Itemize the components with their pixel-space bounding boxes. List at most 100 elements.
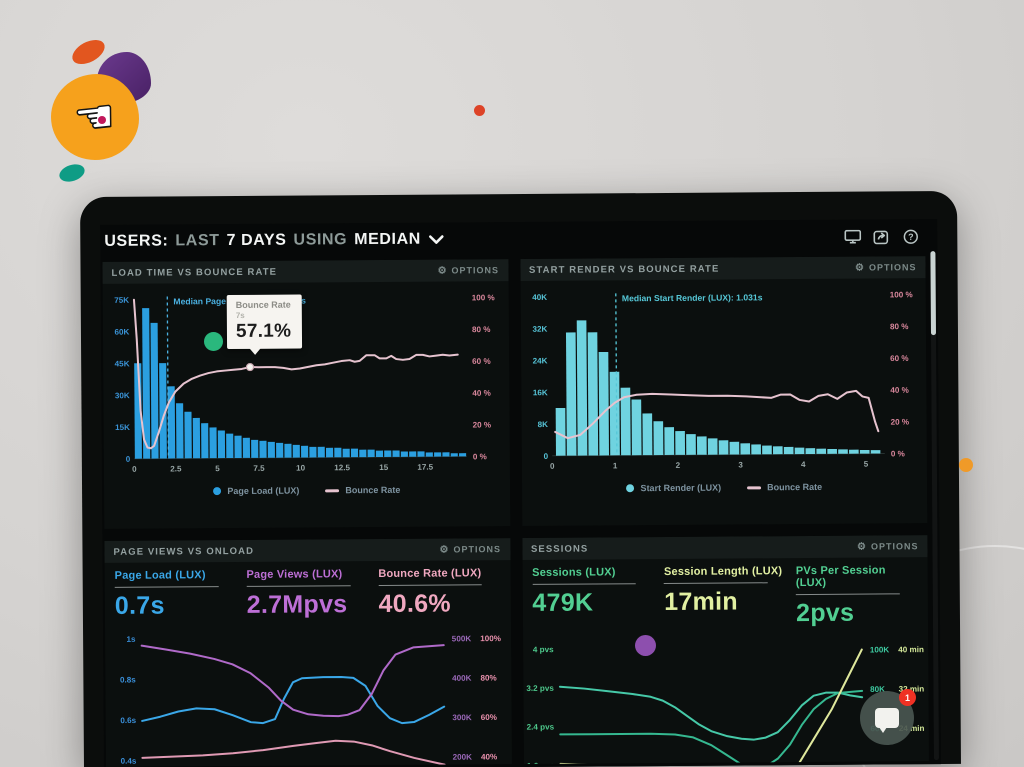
metric-page-load-label: Page Load (LUX): [114, 569, 206, 582]
scrollbar-thumb[interactable]: [930, 251, 936, 336]
dashboard-screen: USERS: LAST 7 DAYS USING MEDIAN: [100, 219, 941, 767]
legend-page-load: Page Load (LUX): [213, 486, 299, 497]
svg-text:3.2 pvs: 3.2 pvs: [526, 684, 554, 693]
svg-text:24K: 24K: [532, 356, 547, 365]
metric-session-length-value: 17min: [664, 587, 739, 616]
legend-bounce-rate-label: Bounce Rate: [767, 481, 823, 493]
svg-text:15: 15: [379, 463, 389, 472]
teal-ellipse-decoration: [57, 161, 87, 185]
svg-text:3: 3: [738, 460, 743, 469]
legend-bounce-rate: Bounce Rate: [325, 485, 400, 496]
metric-page-views-value: 2.7Mpvs: [246, 590, 348, 619]
chevron-down-icon: [428, 235, 444, 244]
svg-text:4: 4: [800, 460, 805, 469]
page-views-metrics: Page Load (LUX) 0.7s Page Views (LUX) 2.…: [105, 560, 511, 625]
svg-text:1: 1: [612, 461, 617, 470]
start-render-legend: Start Render (LUX) Bounce Rate: [521, 475, 927, 500]
svg-text:0.8s: 0.8s: [120, 675, 136, 684]
svg-text:40 %: 40 %: [472, 389, 491, 398]
gear-icon: ⚙: [439, 543, 450, 556]
options-label: OPTIONS: [451, 265, 500, 276]
svg-text:2.5: 2.5: [170, 464, 182, 473]
svg-text:0: 0: [543, 452, 548, 461]
svg-text:200K: 200K: [453, 753, 473, 762]
metric-sessions-value: 479K: [532, 588, 594, 617]
page-views-chart[interactable]: 1s 0.8s 0.6s 0.4s 500K 100% 400K 80% 300K 60% 200K…: [105, 622, 511, 767]
start-render-options-button[interactable]: ⚙ OPTIONS: [855, 262, 917, 273]
svg-text:40 %: 40 %: [890, 386, 909, 395]
svg-text:0.6s: 0.6s: [120, 716, 136, 725]
metric-page-views-label: Page Views (LUX): [246, 568, 343, 581]
metric-bounce-rate-label: Bounce Rate (LUX): [378, 567, 482, 580]
display-icon[interactable]: [843, 229, 861, 245]
gear-icon: ⚙: [437, 265, 448, 277]
header-last-label: LAST: [175, 232, 220, 250]
dashboard-grid: LOAD TIME VS BOUNCE RATE ⚙ OPTIONS 75K 60…: [100, 256, 941, 767]
svg-text:400K: 400K: [452, 674, 472, 683]
svg-text:80K: 80K: [870, 685, 885, 694]
svg-text:4 pvs: 4 pvs: [532, 645, 553, 654]
panel-load-time-vs-bounce-rate: LOAD TIME VS BOUNCE RATE ⚙ OPTIONS 75K 60…: [102, 259, 510, 529]
svg-text:45K: 45K: [115, 359, 130, 368]
svg-text:30K: 30K: [115, 391, 130, 400]
header-using-label: USING: [293, 231, 348, 249]
svg-text:0: 0: [550, 462, 555, 471]
svg-text:40%: 40%: [481, 752, 497, 761]
metric-page-views: Page Views (LUX) 2.7Mpvs: [246, 568, 368, 620]
svg-text:10: 10: [296, 464, 306, 473]
page-load-dot-swatch: [213, 487, 222, 496]
chat-widget-button[interactable]: 1: [860, 689, 916, 745]
green-dot-decoration: [204, 332, 223, 351]
svg-text:80%: 80%: [480, 674, 496, 683]
svg-text:300K: 300K: [452, 713, 472, 722]
svg-text:20 %: 20 %: [890, 418, 909, 427]
gear-icon: ⚙: [854, 262, 866, 274]
share-icon[interactable]: [872, 228, 890, 244]
legend-start-render-label: Start Render (LUX): [640, 482, 722, 494]
options-label: OPTIONS: [868, 262, 917, 273]
svg-text:100%: 100%: [480, 634, 501, 643]
start-render-chart[interactable]: 40K 32K 24K 16K 8K 0 100 % 80 % 60 % 40 % 20 % 0 % 0…: [520, 280, 927, 478]
svg-text:2.4 pvs: 2.4 pvs: [526, 723, 554, 732]
panel-sessions-title: SESSIONS: [530, 543, 589, 555]
sessions-metrics: Sessions (LUX) 479K Session Length (LUX)…: [522, 557, 928, 634]
svg-text:0 %: 0 %: [890, 449, 904, 458]
load-time-chart[interactable]: 75K 60K 45K 30K 15K 0 100 % 80 % 60 % 40 % 20 % 0 %…: [103, 283, 510, 481]
svg-text:0.4s: 0.4s: [121, 757, 137, 766]
svg-text:500K: 500K: [452, 634, 472, 643]
panel-start-render-vs-bounce-rate: START RENDER VS BOUNCE RATE ⚙ OPTIONS 40…: [519, 256, 928, 526]
svg-text:80 %: 80 %: [472, 325, 491, 334]
svg-text:1.6 pvs: 1.6 pvs: [526, 761, 554, 764]
svg-text:40K: 40K: [532, 293, 547, 302]
metric-pvs-per-session-value: 2pvs: [795, 598, 855, 628]
logo-orange-blob: ☚: [51, 74, 139, 160]
metric-bounce-rate-value: 40.6%: [378, 589, 452, 618]
svg-text:0 %: 0 %: [473, 452, 487, 461]
svg-text:20 %: 20 %: [473, 420, 492, 429]
chat-bubble-icon: [875, 708, 899, 733]
help-icon[interactable]: ?: [901, 228, 919, 244]
header-days-label: 7 DAYS: [226, 231, 287, 250]
panel-page-views-vs-onload: PAGE VIEWS VS ONLOAD ⚙ OPTIONS Page Load…: [104, 538, 512, 767]
metric-pvs-per-session: PVs Per Session (LUX) 2pvs: [796, 564, 918, 628]
load-time-options-button[interactable]: ⚙ OPTIONS: [438, 265, 500, 276]
svg-text:16K: 16K: [532, 388, 547, 397]
sessions-options-button[interactable]: ⚙ OPTIONS: [857, 541, 919, 552]
page-views-options-button[interactable]: ⚙ OPTIONS: [439, 544, 501, 555]
svg-text:?: ?: [908, 231, 914, 241]
options-label: OPTIONS: [453, 544, 502, 555]
start-render-dot-swatch: [626, 484, 635, 493]
metric-page-load: Page Load (LUX) 0.7s: [115, 569, 237, 621]
svg-text:0: 0: [126, 455, 131, 464]
dashboard-header: USERS: LAST 7 DAYS USING MEDIAN: [100, 219, 937, 259]
svg-text:Median Start Render (LUX): 1.0: Median Start Render (LUX): 1.031s: [621, 292, 762, 303]
header-median-label: MEDIAN: [354, 230, 421, 249]
svg-text:60 %: 60 %: [472, 357, 491, 366]
svg-text:40 min: 40 min: [898, 645, 924, 654]
pointing-hand-icon: ☚: [71, 88, 119, 146]
svg-text:7.5: 7.5: [253, 464, 265, 473]
metric-page-load-value: 0.7s: [114, 591, 165, 620]
tooltip-title: Bounce Rate: [235, 299, 291, 310]
users-filter-dropdown[interactable]: USERS: LAST 7 DAYS USING MEDIAN: [104, 231, 444, 251]
svg-text:60K: 60K: [114, 328, 129, 337]
